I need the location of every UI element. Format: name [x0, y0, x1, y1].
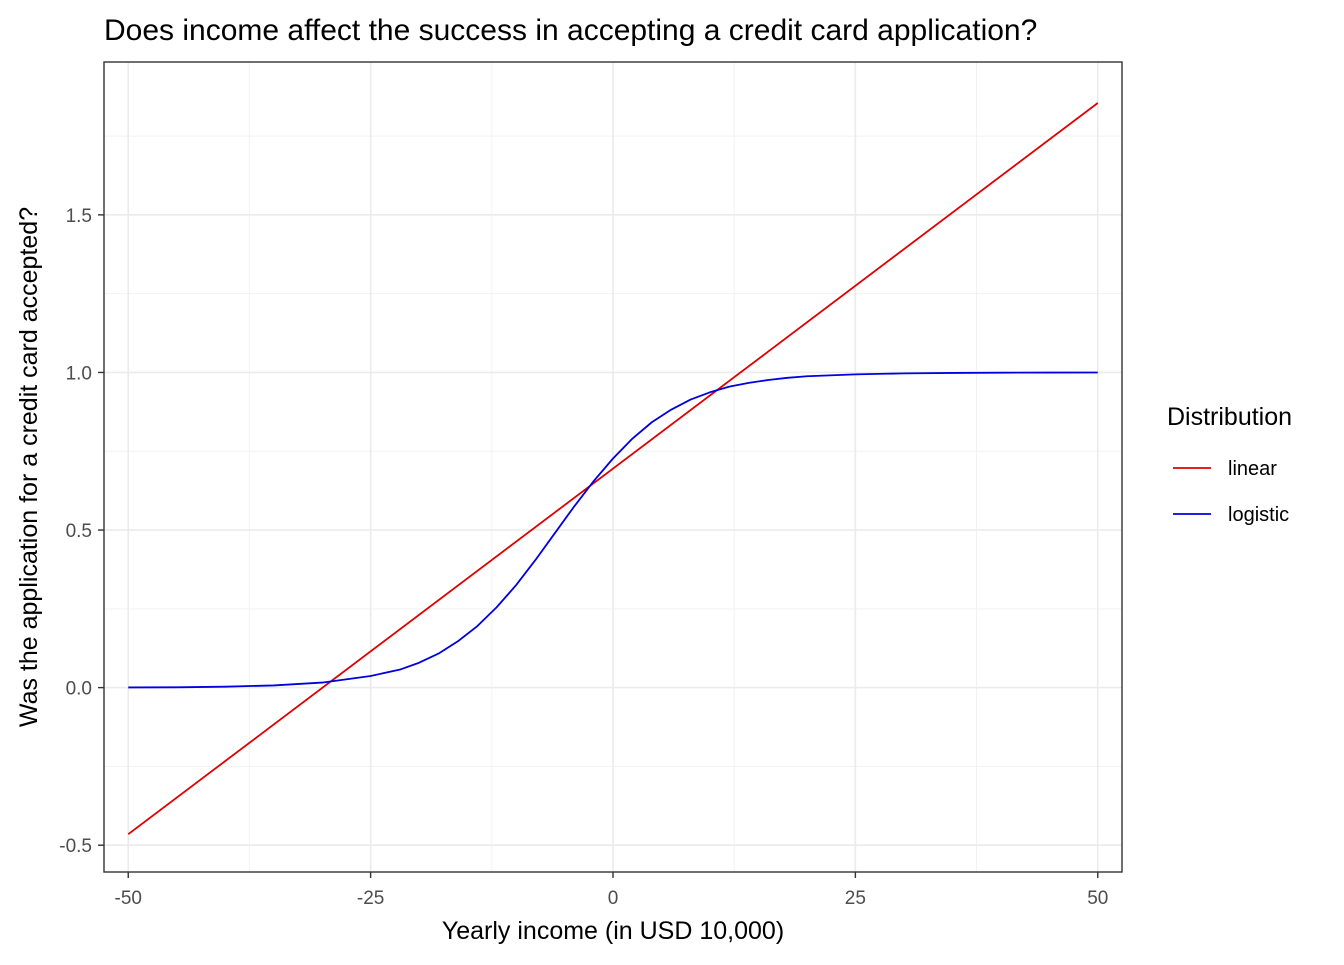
grid — [104, 62, 1122, 872]
y-tick-label: 0.0 — [66, 679, 92, 700]
y-tick-label: 1.5 — [66, 206, 92, 227]
legend-title: Distribution — [1167, 403, 1292, 431]
series-layer — [127, 102, 1099, 835]
legend-entries: linear logistic — [1173, 458, 1289, 526]
x-tick-label: -50 — [115, 888, 142, 909]
plot-area — [103, 61, 1123, 873]
legend-label-linear: linear — [1228, 458, 1277, 480]
series-line-logistic — [128, 371, 1098, 689]
x-tick-label: 50 — [1087, 888, 1108, 909]
y-axis-title: Was the application for a credit card ac… — [15, 207, 43, 727]
y-tick-label: -0.5 — [59, 836, 92, 857]
y-axis: -0.5 0.0 0.5 1.0 1.5 — [59, 206, 104, 857]
x-tick-label: -25 — [357, 888, 384, 909]
x-axis: -50 -25 0 25 50 — [115, 872, 1108, 909]
legend: Distribution linear logistic — [1167, 403, 1292, 526]
x-tick-label: 0 — [608, 888, 619, 909]
y-tick-label: 1.0 — [66, 363, 92, 384]
y-tick-label: 0.5 — [66, 521, 92, 542]
legend-label-logistic: logistic — [1228, 504, 1289, 526]
chart-title: Does income affect the success in accept… — [104, 14, 1037, 47]
x-axis-title: Yearly income (in USD 10,000) — [442, 917, 784, 945]
x-tick-label: 25 — [845, 888, 866, 909]
series-line-linear — [127, 102, 1099, 835]
